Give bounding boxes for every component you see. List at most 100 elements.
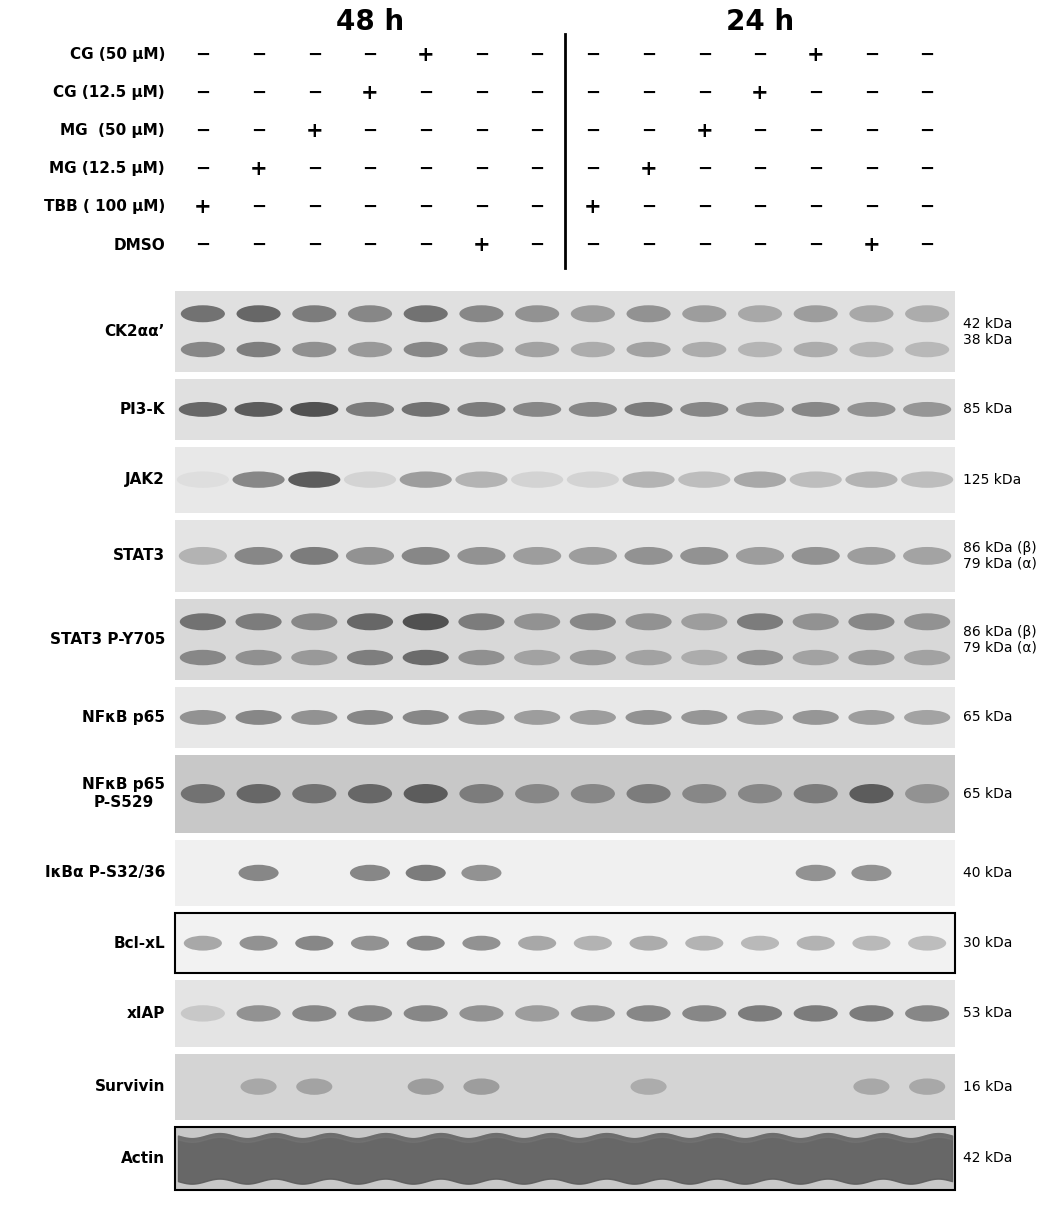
Text: JAK2: JAK2 (125, 472, 165, 487)
Ellipse shape (179, 547, 227, 565)
Ellipse shape (235, 402, 283, 417)
Ellipse shape (403, 649, 449, 665)
Ellipse shape (239, 936, 278, 951)
Text: −: − (920, 46, 934, 64)
Text: −: − (920, 160, 934, 178)
Ellipse shape (407, 1078, 444, 1095)
Ellipse shape (343, 471, 396, 488)
Text: 86 kDa (β)
79 kDa (α): 86 kDa (β) 79 kDa (α) (963, 624, 1037, 654)
Ellipse shape (904, 649, 950, 665)
Ellipse shape (569, 547, 617, 565)
Ellipse shape (905, 784, 949, 804)
Text: −: − (696, 160, 712, 178)
Text: −: − (641, 198, 656, 216)
Ellipse shape (569, 402, 617, 417)
Text: −: − (251, 122, 266, 140)
Text: −: − (307, 84, 322, 102)
Ellipse shape (515, 305, 560, 322)
Text: −: − (808, 84, 824, 102)
Text: −: − (808, 122, 824, 140)
Ellipse shape (849, 613, 895, 630)
Ellipse shape (622, 471, 674, 488)
Text: 48 h: 48 h (336, 8, 404, 36)
Text: −: − (863, 46, 879, 64)
Ellipse shape (518, 936, 556, 951)
Text: Bcl-xL: Bcl-xL (114, 935, 165, 951)
Text: +: + (807, 45, 825, 65)
Ellipse shape (464, 1078, 499, 1095)
Text: −: − (586, 236, 600, 254)
Text: +: + (361, 83, 379, 102)
Ellipse shape (741, 936, 779, 951)
Ellipse shape (571, 784, 615, 804)
Ellipse shape (180, 710, 226, 725)
Ellipse shape (679, 471, 731, 488)
Ellipse shape (904, 613, 950, 630)
Ellipse shape (625, 613, 671, 630)
Text: NFκB p65: NFκB p65 (82, 710, 165, 725)
Text: −: − (641, 84, 656, 102)
Text: −: − (474, 198, 489, 216)
Ellipse shape (792, 710, 838, 725)
Ellipse shape (738, 1005, 782, 1022)
Ellipse shape (850, 1005, 894, 1022)
Ellipse shape (682, 613, 728, 630)
Ellipse shape (626, 305, 670, 322)
Text: −: − (362, 122, 378, 140)
Text: −: − (586, 122, 600, 140)
Ellipse shape (458, 649, 504, 665)
Text: STAT3 P-Y705: STAT3 P-Y705 (50, 633, 165, 647)
Bar (175, 913, 955, 974)
Text: −: − (474, 122, 489, 140)
Ellipse shape (734, 471, 786, 488)
Ellipse shape (288, 471, 340, 488)
Ellipse shape (849, 710, 895, 725)
Text: −: − (195, 46, 211, 64)
Ellipse shape (513, 402, 562, 417)
Ellipse shape (515, 1005, 560, 1022)
Ellipse shape (736, 547, 784, 565)
Text: −: − (696, 84, 712, 102)
Ellipse shape (793, 1005, 837, 1022)
Ellipse shape (793, 342, 837, 357)
Ellipse shape (901, 471, 953, 488)
Ellipse shape (904, 710, 950, 725)
Text: −: − (753, 236, 767, 254)
Ellipse shape (849, 649, 895, 665)
Bar (175, 290, 955, 372)
Text: 65 kDa: 65 kDa (963, 787, 1013, 800)
Bar (175, 1127, 955, 1191)
Text: 86 kDa (β)
79 kDa (α): 86 kDa (β) 79 kDa (α) (963, 541, 1037, 571)
Text: −: − (195, 160, 211, 178)
Text: MG  (50 μM): MG (50 μM) (61, 123, 165, 139)
Text: −: − (641, 122, 656, 140)
Ellipse shape (626, 784, 670, 804)
Text: −: − (362, 46, 378, 64)
Ellipse shape (903, 547, 951, 565)
Text: −: − (419, 84, 433, 102)
Text: −: − (753, 198, 767, 216)
Ellipse shape (347, 710, 393, 725)
Ellipse shape (291, 613, 337, 630)
Ellipse shape (403, 710, 449, 725)
Ellipse shape (348, 305, 393, 322)
Text: −: − (251, 84, 266, 102)
Ellipse shape (459, 784, 503, 804)
Text: +: + (584, 196, 601, 217)
Ellipse shape (791, 547, 839, 565)
Ellipse shape (850, 305, 894, 322)
Ellipse shape (350, 865, 390, 881)
Text: −: − (529, 236, 545, 254)
Ellipse shape (682, 305, 727, 322)
Ellipse shape (295, 936, 333, 951)
Ellipse shape (571, 305, 615, 322)
Ellipse shape (351, 936, 389, 951)
Text: −: − (307, 160, 322, 178)
Text: +: + (194, 196, 212, 217)
Ellipse shape (793, 784, 837, 804)
Text: 42 kDa
38 kDa: 42 kDa 38 kDa (963, 317, 1013, 347)
Ellipse shape (292, 784, 336, 804)
Text: +: + (640, 159, 658, 180)
Text: −: − (808, 236, 824, 254)
Ellipse shape (184, 936, 222, 951)
